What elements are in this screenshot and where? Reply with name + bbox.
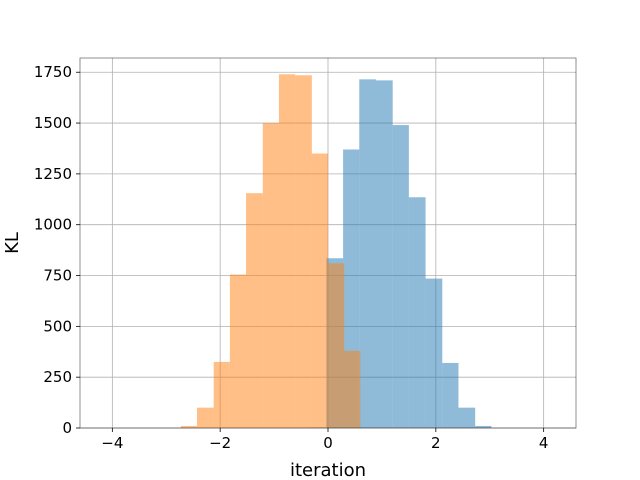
histogram-bar [475, 425, 492, 428]
histogram-bar [213, 361, 230, 428]
histogram-bar [458, 407, 476, 428]
histogram-bar [392, 125, 409, 428]
y-tick-label: 250 [43, 368, 72, 386]
histogram-bar [311, 153, 328, 429]
y-tick-label: 750 [43, 267, 72, 285]
histogram-bar [344, 350, 361, 428]
axis-ticks: −4 −2 0 2 4 0 250 500 750 1000 1250 1500 1750 [34, 63, 549, 452]
y-tick-label: 0 [62, 419, 72, 437]
histogram-bars [180, 74, 492, 429]
x-tick-label: 4 [539, 434, 549, 452]
histogram-bar [196, 407, 214, 428]
histogram-series-2 [180, 74, 361, 429]
x-axis-label: iteration [290, 460, 366, 480]
histogram-bar [442, 362, 459, 428]
y-tick-label: 1250 [34, 165, 72, 183]
histogram-bar [408, 197, 426, 428]
histogram-bar [262, 123, 279, 429]
y-tick-label: 1000 [34, 216, 72, 234]
y-tick-label: 500 [43, 317, 72, 335]
x-tick-label: −4 [101, 434, 123, 452]
histogram-bar [328, 263, 345, 428]
histogram-series-1 [310, 79, 492, 428]
histogram-bar [295, 75, 312, 429]
histogram-bar [359, 79, 376, 428]
histogram-bar [278, 74, 296, 428]
histogram-bar [229, 274, 247, 428]
histogram-bar [375, 80, 393, 428]
x-tick-label: 2 [431, 434, 441, 452]
y-tick-label: 1500 [34, 114, 72, 132]
x-tick-label: −2 [209, 434, 231, 452]
histogram-bar [425, 278, 443, 428]
histogram-bar [246, 193, 263, 428]
x-tick-label: 0 [323, 434, 333, 452]
y-axis-label: KL [2, 232, 23, 254]
y-tick-label: 1750 [34, 63, 72, 81]
histogram-bar [180, 425, 197, 428]
